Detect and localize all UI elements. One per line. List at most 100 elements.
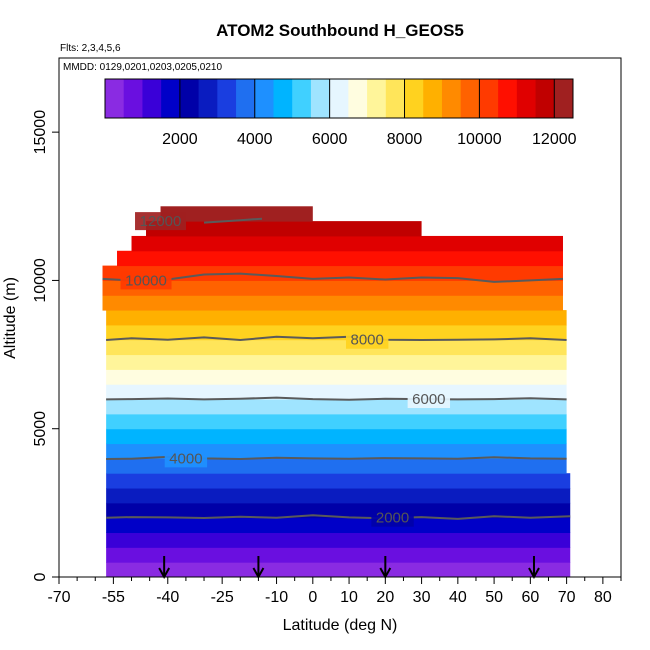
field-cell <box>106 310 567 326</box>
colorbar-swatch <box>123 79 143 118</box>
contour-label: 12000 <box>140 213 182 230</box>
field-cell <box>106 562 571 577</box>
contour-line <box>106 514 571 520</box>
colorbar-tick-label: 6000 <box>312 131 348 148</box>
field-cell <box>106 399 567 415</box>
colorbar-swatch <box>329 79 349 118</box>
field-cell <box>106 532 571 548</box>
colorbar-swatch <box>236 79 256 118</box>
x-tick-label: 70 <box>558 589 576 606</box>
field-cell <box>106 428 567 445</box>
y-tick-label: 5000 <box>32 411 49 447</box>
colorbar-swatch <box>367 79 387 118</box>
field-cell <box>106 458 567 474</box>
contour-line <box>102 272 564 283</box>
contour-lines: 2000 4000 6000 8000 10000 12000 <box>102 212 571 527</box>
y-tick-label: 15000 <box>32 110 49 155</box>
colorbar-swatch <box>535 79 555 118</box>
contour-label: 8000 <box>351 332 384 349</box>
contour-label-bg <box>371 508 414 527</box>
colorbar-swatch <box>142 79 162 118</box>
colorbar-tick-label: 10000 <box>457 131 502 148</box>
x-tick-label: 40 <box>449 589 467 606</box>
x-tick-label: -10 <box>265 589 288 606</box>
contour-line <box>106 396 567 401</box>
field-cell <box>102 295 563 311</box>
contour-line <box>106 335 567 342</box>
field-cell <box>106 517 571 534</box>
colorbar-swatch <box>179 79 200 118</box>
x-axis: -70 -55 -40 -25 -10 0 10 20 30 40 50 60 70 80 <box>47 577 622 606</box>
field-cell <box>131 235 563 252</box>
field-cell <box>160 206 313 222</box>
x-tick-label: -55 <box>102 589 125 606</box>
contour-label: 6000 <box>412 391 445 408</box>
field-cell <box>146 221 422 237</box>
colorbar-tick-label: 4000 <box>237 131 273 148</box>
colorbar-swatch <box>441 79 462 118</box>
plot-frame <box>58 57 622 578</box>
field-cell <box>106 473 571 489</box>
colorbar-swatch <box>460 79 480 118</box>
colorbar-swatch <box>273 79 293 118</box>
field-cell <box>106 443 567 459</box>
contour-label-bg <box>120 271 172 290</box>
contour-label-bg <box>135 212 187 231</box>
colorbar-swatch <box>479 79 499 118</box>
field-cell <box>106 502 571 519</box>
colorbar-frame <box>104 78 574 119</box>
colorbar-swatch <box>554 79 574 118</box>
field-cell <box>117 250 563 267</box>
colorbar-swatch <box>292 79 312 118</box>
field-cell <box>102 280 563 296</box>
colorbar-swatch <box>105 79 125 118</box>
x-tick-label: 0 <box>308 589 317 606</box>
x-tick-label: -70 <box>47 589 70 606</box>
colorbar-swatch <box>310 79 331 118</box>
contour-label-bg <box>164 449 208 468</box>
field-cell <box>106 488 571 504</box>
contour-label: 2000 <box>376 510 409 527</box>
altitude-field <box>102 206 571 577</box>
colorbar-tick-label: 8000 <box>387 131 423 148</box>
x-tick-label: -40 <box>156 589 179 606</box>
contour-label: 10000 <box>125 272 167 289</box>
field-cell <box>106 369 567 385</box>
colorbar-tick-label: 12000 <box>532 131 577 148</box>
x-axis-label: Latitude (deg N) <box>283 617 398 634</box>
x-tick-label: 60 <box>521 589 539 606</box>
x-tick-label: -25 <box>211 589 234 606</box>
colorbar-swatch <box>254 79 274 118</box>
field-cell <box>106 354 567 370</box>
colorbar-swatch <box>498 79 518 118</box>
colorbar-swatch <box>404 79 424 118</box>
colorbar-swatch <box>516 79 537 118</box>
colorbar-swatch <box>161 79 181 118</box>
colorbar-swatch <box>217 79 237 118</box>
y-tick-label: 0 <box>32 572 49 581</box>
flights-note: Flts: 2,3,4,5,6 <box>60 43 121 54</box>
field-cell <box>106 339 567 356</box>
colorbar-swatch <box>423 79 443 118</box>
contour-line <box>203 217 263 224</box>
contour-label-bg <box>345 330 389 349</box>
y-tick-label: 10000 <box>32 258 49 303</box>
field-cell <box>106 384 567 400</box>
colorbar-swatch <box>198 79 218 118</box>
colorbar-swatch <box>348 79 368 118</box>
field-cell <box>106 547 571 563</box>
contour-label: 4000 <box>169 450 202 467</box>
x-tick-label: 30 <box>413 589 431 606</box>
colorbar-swatch <box>385 79 406 118</box>
colorbar: 2000 4000 6000 8000 10000 12000 <box>104 78 577 148</box>
colorbar-tick-label: 2000 <box>162 131 198 148</box>
x-tick-label: 20 <box>376 589 394 606</box>
x-tick-label: 10 <box>340 589 358 606</box>
x-tick-label: 50 <box>485 589 503 606</box>
chart-title: ATOM2 Southbound H_GEOS5 <box>216 21 464 40</box>
y-axis-label: Altitude (m) <box>2 277 19 359</box>
field-cell <box>106 324 567 341</box>
y-axis: 0 5000 10000 15000 <box>32 110 59 581</box>
field-cell <box>106 413 567 430</box>
